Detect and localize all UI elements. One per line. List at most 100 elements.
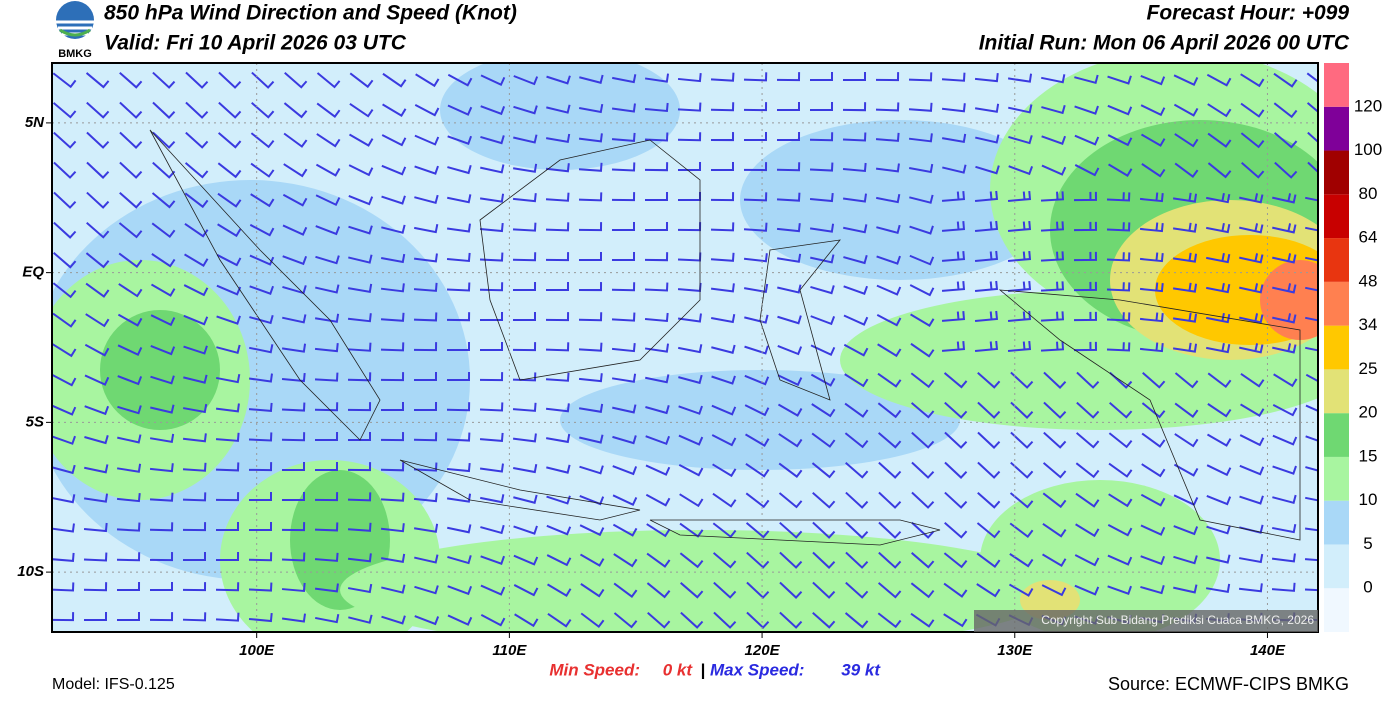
wind-barb	[579, 434, 604, 444]
wind-barb	[414, 134, 440, 146]
wind-barb	[315, 284, 340, 294]
wind-barb	[776, 132, 801, 142]
wind-barb	[119, 161, 143, 179]
wind-barb	[545, 163, 570, 173]
wind-barb	[184, 222, 209, 238]
wind-barb	[1040, 191, 1065, 202]
wind-barb	[512, 312, 537, 322]
map-field	[52, 63, 1318, 632]
wind-barb	[908, 133, 933, 143]
wind-barb	[347, 522, 372, 532]
wind-barb	[414, 554, 439, 564]
wind-barb	[546, 104, 571, 114]
wind-barb	[777, 374, 803, 387]
wind-barb	[215, 462, 240, 472]
wind-barb	[1305, 346, 1318, 352]
wind-barb	[1073, 341, 1098, 352]
wind-barb	[446, 252, 471, 263]
wind-barb	[1141, 402, 1166, 419]
wind-barb	[1075, 432, 1100, 449]
wind-barb	[745, 433, 770, 447]
wind-barb	[479, 402, 504, 412]
wind-barb	[1271, 582, 1296, 592]
wind-barb	[1139, 252, 1164, 263]
wind-barb	[1042, 522, 1067, 538]
wind-barb	[1239, 495, 1264, 505]
wind-barb	[149, 463, 174, 473]
wind-barb	[52, 612, 75, 622]
wind-barb	[182, 522, 207, 532]
wind-barb	[976, 583, 1001, 598]
wind-barb	[645, 493, 671, 507]
wind-barb	[1307, 131, 1318, 144]
wind-barb	[909, 225, 934, 235]
wind-barb	[645, 374, 670, 384]
wind-barb	[908, 163, 934, 174]
wind-barb	[446, 372, 471, 382]
colorbar-label: 20	[1359, 403, 1378, 422]
wind-barb	[514, 613, 539, 628]
wind-barb	[677, 73, 702, 83]
wind-barb	[52, 435, 76, 445]
wind-barb	[1108, 432, 1133, 449]
wind-barb	[843, 314, 869, 326]
wind-barb	[1273, 373, 1298, 388]
wind-barb	[1173, 555, 1198, 565]
wind-barb	[545, 433, 571, 444]
wind-barb	[646, 523, 671, 538]
wind-barb	[513, 525, 538, 535]
wind-barb	[613, 582, 638, 598]
wind-barb	[909, 284, 935, 297]
wind-barb	[1307, 161, 1318, 174]
wind-barb	[215, 403, 240, 413]
colorbar-label: 10	[1359, 490, 1378, 509]
wind-barb	[644, 252, 669, 262]
wind-barb	[1007, 250, 1032, 262]
wind-barb	[513, 75, 539, 86]
wind-barb	[1173, 525, 1199, 536]
wind-barb	[149, 492, 174, 502]
wind-barb	[414, 165, 439, 175]
wind-barb	[1074, 105, 1099, 115]
wind-barb	[382, 103, 407, 118]
wind-barb	[1041, 164, 1067, 176]
wind-barb	[314, 492, 339, 502]
wind-barb	[413, 402, 438, 412]
wind-barb	[1305, 435, 1318, 442]
wind-barb	[84, 464, 109, 474]
wind-barb	[1306, 72, 1318, 83]
wind-barb	[116, 612, 141, 622]
wind-barb	[711, 434, 737, 447]
lat-label: 5N	[25, 114, 45, 131]
wind-barb	[1273, 102, 1298, 119]
wind-barb	[710, 222, 735, 232]
wind-barb	[578, 282, 603, 292]
wind-barb	[1106, 282, 1131, 292]
wind-barb	[875, 163, 900, 173]
wind-barb	[1073, 311, 1098, 322]
wind-barb	[678, 434, 704, 446]
wind-barb	[1141, 163, 1166, 178]
wind-barb	[678, 405, 703, 415]
wind-barb	[380, 553, 406, 563]
wind-barb	[1305, 196, 1318, 202]
wind-barb	[578, 342, 603, 352]
lon-label: 130E	[997, 642, 1033, 659]
wind-barb	[315, 194, 341, 207]
wind-barb	[413, 282, 438, 292]
wind-barb	[777, 315, 802, 325]
wind-barb	[1306, 102, 1318, 113]
wind-barb	[480, 584, 506, 596]
wind-barb	[941, 133, 967, 144]
wind-barb	[545, 192, 570, 202]
wind-barb	[282, 193, 308, 207]
colorbar: 0 5 10 15 20 25 34 48 64 80 100 120	[1324, 63, 1382, 632]
wind-barb	[1141, 432, 1166, 448]
wind-barb	[512, 193, 537, 203]
wind-barb	[910, 582, 935, 599]
wind-barb	[812, 581, 836, 599]
wind-barb	[578, 373, 603, 383]
wind-barb	[578, 222, 603, 232]
wind-barb	[943, 582, 968, 598]
wind-barb	[1174, 402, 1199, 418]
